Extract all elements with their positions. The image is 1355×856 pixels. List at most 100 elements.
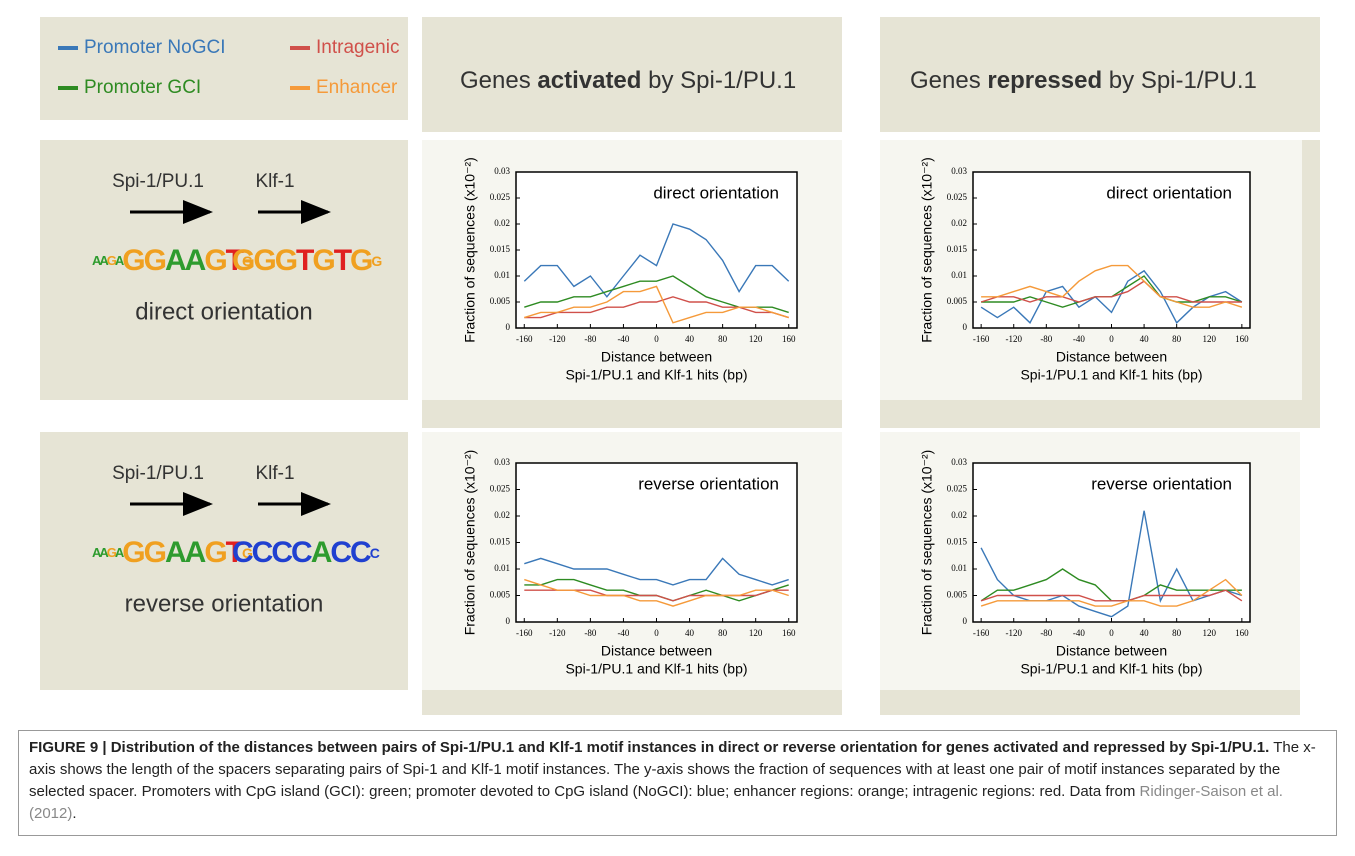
y-tick-label: 0.015	[490, 244, 511, 254]
x-tick-label: 120	[749, 334, 763, 344]
y-tick-label: 0.02	[951, 218, 967, 228]
x-tick-label: 80	[718, 334, 728, 344]
x-tick-label: 40	[685, 628, 695, 638]
x-tick-label: 0	[1109, 334, 1114, 344]
y-axis-label: Fraction of sequences (x10⁻²)	[919, 157, 935, 343]
x-tick-label: -80	[584, 628, 596, 638]
x-tick-label: -160	[973, 334, 990, 344]
x-tick-label: -160	[516, 334, 533, 344]
y-tick-label: 0.025	[947, 192, 968, 202]
column-header: Genes repressed by Spi-1/PU.1	[910, 67, 1257, 94]
x-tick-label: 120	[1203, 628, 1217, 638]
orientation-label: direct orientation	[135, 298, 312, 325]
column-header: Genes activated by Spi-1/PU.1	[460, 67, 796, 94]
series-line	[524, 285, 789, 324]
y-axis-label: Fraction of sequences (x10⁻²)	[919, 450, 935, 636]
motif-name: Klf-1	[255, 463, 294, 484]
x-axis-label: Distance between	[1056, 643, 1167, 659]
caption-text: The x-axis shows the length of the space…	[29, 739, 1316, 800]
legend-box	[40, 17, 408, 120]
x-tick-label: 80	[1172, 628, 1182, 638]
x-axis-label: Spi-1/PU.1 and Klf-1 hits (bp)	[1020, 367, 1202, 383]
sequence-logo: GGGTGTGG	[232, 244, 382, 277]
x-tick-label: -120	[549, 628, 566, 638]
y-tick-label: 0.025	[490, 192, 511, 202]
x-tick-label: -80	[1040, 334, 1052, 344]
x-tick-label: 0	[654, 628, 659, 638]
y-tick-label: 0.01	[494, 563, 510, 573]
y-tick-label: 0.02	[951, 510, 967, 520]
legend-label: Enhancer	[316, 77, 398, 98]
y-tick-label: 0.005	[490, 590, 511, 600]
y-tick-label: 0.03	[951, 166, 967, 176]
x-tick-label: -120	[549, 334, 566, 344]
x-tick-label: 0	[654, 334, 659, 344]
legend-label: Promoter NoGCI	[84, 37, 225, 58]
row-box	[40, 140, 408, 400]
chart-title: direct orientation	[653, 183, 779, 202]
header-box	[880, 17, 1320, 132]
x-tick-label: 80	[1172, 334, 1182, 344]
x-tick-label: -80	[584, 334, 596, 344]
series-line	[980, 589, 1243, 602]
x-tick-label: 0	[1109, 628, 1114, 638]
header-part: Genes	[910, 67, 987, 94]
citation[interactable]: Ridinger-Saison et al. (2012)	[29, 783, 1283, 822]
y-tick-label: 0.015	[947, 537, 968, 547]
series-line	[980, 269, 1243, 324]
series-line	[524, 578, 789, 607]
series-line	[980, 280, 1242, 303]
y-tick-label: 0.01	[951, 270, 967, 280]
y-tick-label: 0.005	[490, 296, 511, 306]
y-tick-label: 0.03	[494, 166, 510, 176]
x-tick-label: -40	[1073, 628, 1085, 638]
legend-label: Intragenic	[316, 37, 399, 58]
x-tick-label: -120	[1005, 334, 1022, 344]
x-tick-label: -40	[1073, 334, 1085, 344]
y-tick-label: 0.01	[951, 563, 967, 573]
x-tick-label: 160	[1235, 334, 1249, 344]
x-tick-label: 40	[1140, 628, 1150, 638]
y-tick-label: 0	[963, 322, 968, 332]
x-tick-label: 160	[1235, 628, 1249, 638]
sequence-logo: AAGAGGAAGTG	[92, 536, 253, 569]
x-tick-label: -40	[617, 334, 629, 344]
y-tick-label: 0.025	[947, 484, 968, 494]
header-box	[422, 17, 842, 132]
y-tick-label: 0.03	[494, 457, 510, 467]
sequence-logo: CCCCACCC	[232, 536, 380, 569]
x-axis-label: Spi-1/PU.1 and Klf-1 hits (bp)	[565, 661, 747, 677]
motif-name: Klf-1	[255, 171, 294, 192]
header-part: by Spi-1/PU.1	[641, 67, 796, 94]
x-axis-label: Spi-1/PU.1 and Klf-1 hits (bp)	[1020, 661, 1202, 677]
y-tick-label: 0.005	[947, 590, 968, 600]
x-tick-label: 120	[1203, 334, 1217, 344]
x-tick-label: 160	[782, 334, 796, 344]
y-axis-label: Fraction of sequences (x10⁻²)	[462, 450, 478, 636]
x-axis-label: Distance between	[601, 349, 712, 365]
y-tick-label: 0.015	[947, 244, 968, 254]
chart-title: direct orientation	[1106, 183, 1232, 202]
header-part: activated	[537, 67, 641, 94]
motif-name: Spi-1/PU.1	[112, 171, 204, 192]
y-tick-label: 0	[506, 322, 511, 332]
x-tick-label: -120	[1005, 628, 1022, 638]
series-line	[980, 578, 1243, 607]
header-part: repressed	[987, 67, 1102, 94]
x-tick-label: 40	[1140, 334, 1150, 344]
x-tick-label: 40	[685, 334, 695, 344]
series-line	[524, 296, 789, 319]
series-line	[523, 223, 790, 298]
sequence-logo: AAGAGGAAGTG	[92, 244, 253, 277]
y-axis-label: Fraction of sequences (x10⁻²)	[462, 157, 478, 343]
x-tick-label: -80	[1040, 628, 1052, 638]
y-tick-label: 0.015	[490, 537, 511, 547]
y-tick-label: 0.025	[490, 484, 511, 494]
legend-label: Promoter GCI	[84, 77, 201, 98]
y-tick-label: 0.03	[951, 457, 967, 467]
y-tick-label: 0.02	[494, 218, 510, 228]
orientation-label: reverse orientation	[125, 590, 324, 617]
series-line	[981, 264, 1243, 308]
x-axis-label: Spi-1/PU.1 and Klf-1 hits (bp)	[565, 367, 747, 383]
